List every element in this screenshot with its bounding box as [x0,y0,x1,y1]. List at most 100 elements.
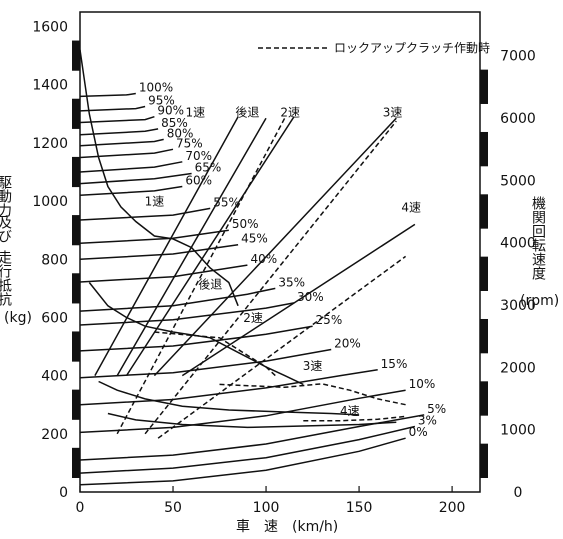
x-tick-label: 200 [439,500,466,516]
left-bar-segment [72,215,80,246]
y-right-tick-label: 3000 [500,298,536,314]
resistance-curve-45pct [79,243,239,261]
resistance-label: 0% [409,425,428,439]
resistance-curve-30pct [79,302,295,326]
resistance-label: 85% [161,116,188,130]
gear-annotation: 2速 [280,106,300,120]
left-bar-segment [72,389,80,420]
resistance-label: 50% [232,217,259,231]
resistance-label: 35% [278,275,305,289]
resistance-curve-55pct [79,207,211,221]
engine-speed-line [153,117,397,377]
left-bar-segment [72,331,80,362]
resistance-label: 75% [176,136,203,150]
y-left-tick-label: 800 [41,252,68,268]
right-bar-segment [480,69,488,104]
resistance-label: 70% [185,149,212,163]
resistance-curve-10pct [79,389,406,434]
right-bar-segment [480,318,488,354]
y-left-tick-label: 400 [41,369,68,385]
y-left-axis-ticks: 0 200 400 600 800 1000 1200 1400 1600 [32,20,68,501]
y-right-axis-title: 機関回転速度 (rpm) [520,196,559,309]
legend: ロックアップクラッチ作動時 [258,41,490,55]
y-right-axis-ticks: 0 1000 2000 3000 4000 5000 6000 7000 [500,49,536,501]
left-bar-segment [72,156,80,188]
gear-annotation: 後退 [235,106,259,120]
left-axis-bar [72,40,80,478]
y-right-tick-label: 4000 [500,236,536,252]
gear-annotation: 1速 [186,106,206,120]
resistance-label: 10% [409,377,436,391]
x-tick-label: 0 [76,500,85,516]
gear-annotation: 4速 [340,404,360,418]
y-left-label-line-4: (kg) [4,310,32,326]
gear-annotation: 4速 [401,200,421,214]
y-left-tick-label: 1600 [32,20,68,36]
engine-speed-lines [94,116,416,377]
x-axis-ticks: 0 50 100 150 200 [76,486,466,516]
gear-annotation: 3速 [303,359,323,373]
x-tick-label: 150 [346,500,373,516]
x-tick-label: 100 [253,500,280,516]
engine-speed-line [181,223,416,377]
resistance-curve-5pct [79,414,425,461]
resistance-label: 90% [157,104,184,118]
resistance-label: 95% [148,94,175,108]
right-axis-bar [480,69,488,478]
resistance-label: 25% [316,313,343,327]
y-left-tick-label: 1400 [32,78,68,94]
gear-annotation: 3速 [383,106,403,120]
resistance-curve-25pct [79,325,313,352]
y-right-label-line-2: (rpm) [520,293,559,309]
driving-force-curve [98,380,360,416]
legend-label: ロックアップクラッチ作動時 [334,41,490,55]
resistance-curve-0pct [79,437,406,486]
y-left-label-line-3: 走行抵抗 [0,250,12,307]
lockup-dashed-curves [116,117,407,439]
resistance-curve-80pct [79,138,164,147]
y-left-tick-label: 1000 [32,194,68,210]
plot-border [79,11,481,493]
lockup-dashed-curve [144,120,397,435]
y-right-tick-label: 2000 [500,360,536,376]
resistance-curve-75pct [79,148,174,159]
y-left-label-line-2: 及び [0,215,12,243]
resistance-curve-35pct [79,287,276,312]
right-bar-segment [480,381,488,416]
y-left-label-line-1: 駆動力 [0,175,12,218]
y-left-tick-label: 1200 [32,136,68,152]
resistance-label: 80% [167,126,194,140]
driving-force-curve [79,49,239,307]
y-left-tick-label: 0 [59,485,68,501]
right-bar-segment [480,131,488,167]
resistance-label: 20% [334,336,361,350]
resistance-curve-90pct [79,115,155,124]
resistance-label: 15% [381,357,408,371]
lockup-dashed-curve [303,415,406,422]
y-right-tick-label: 0 [514,485,523,501]
y-right-tick-label: 7000 [500,49,536,65]
lockup-dashed-curve [116,117,286,435]
lockup-dashed-curve [219,383,406,406]
resistance-curve-65pct [79,172,192,185]
resistance-label: 30% [297,290,324,304]
resistance-label: 100% [139,80,173,94]
resistance-label: 3% [418,414,437,428]
right-bar-segment [480,194,488,229]
lockup-dashed-curve [157,255,407,439]
x-tick-label: 50 [164,500,182,516]
engine-speed-line [116,117,267,376]
resistance-curve-95pct [79,105,146,112]
left-bar-segment [72,273,80,304]
resistance-curve-100pct [79,92,136,98]
resistance-label: 45% [241,232,268,246]
x-axis-label: 車 速 (km/h) [236,518,338,535]
resistance-curve-15pct [79,369,378,406]
gear-annotation: 1速 [145,194,165,208]
y-right-tick-label: 5000 [500,173,536,189]
y-right-tick-label: 6000 [500,111,536,127]
resistance-label: 60% [185,174,212,188]
resistance-curve-70pct [79,161,183,173]
gear-annotation: 後退 [198,277,222,291]
